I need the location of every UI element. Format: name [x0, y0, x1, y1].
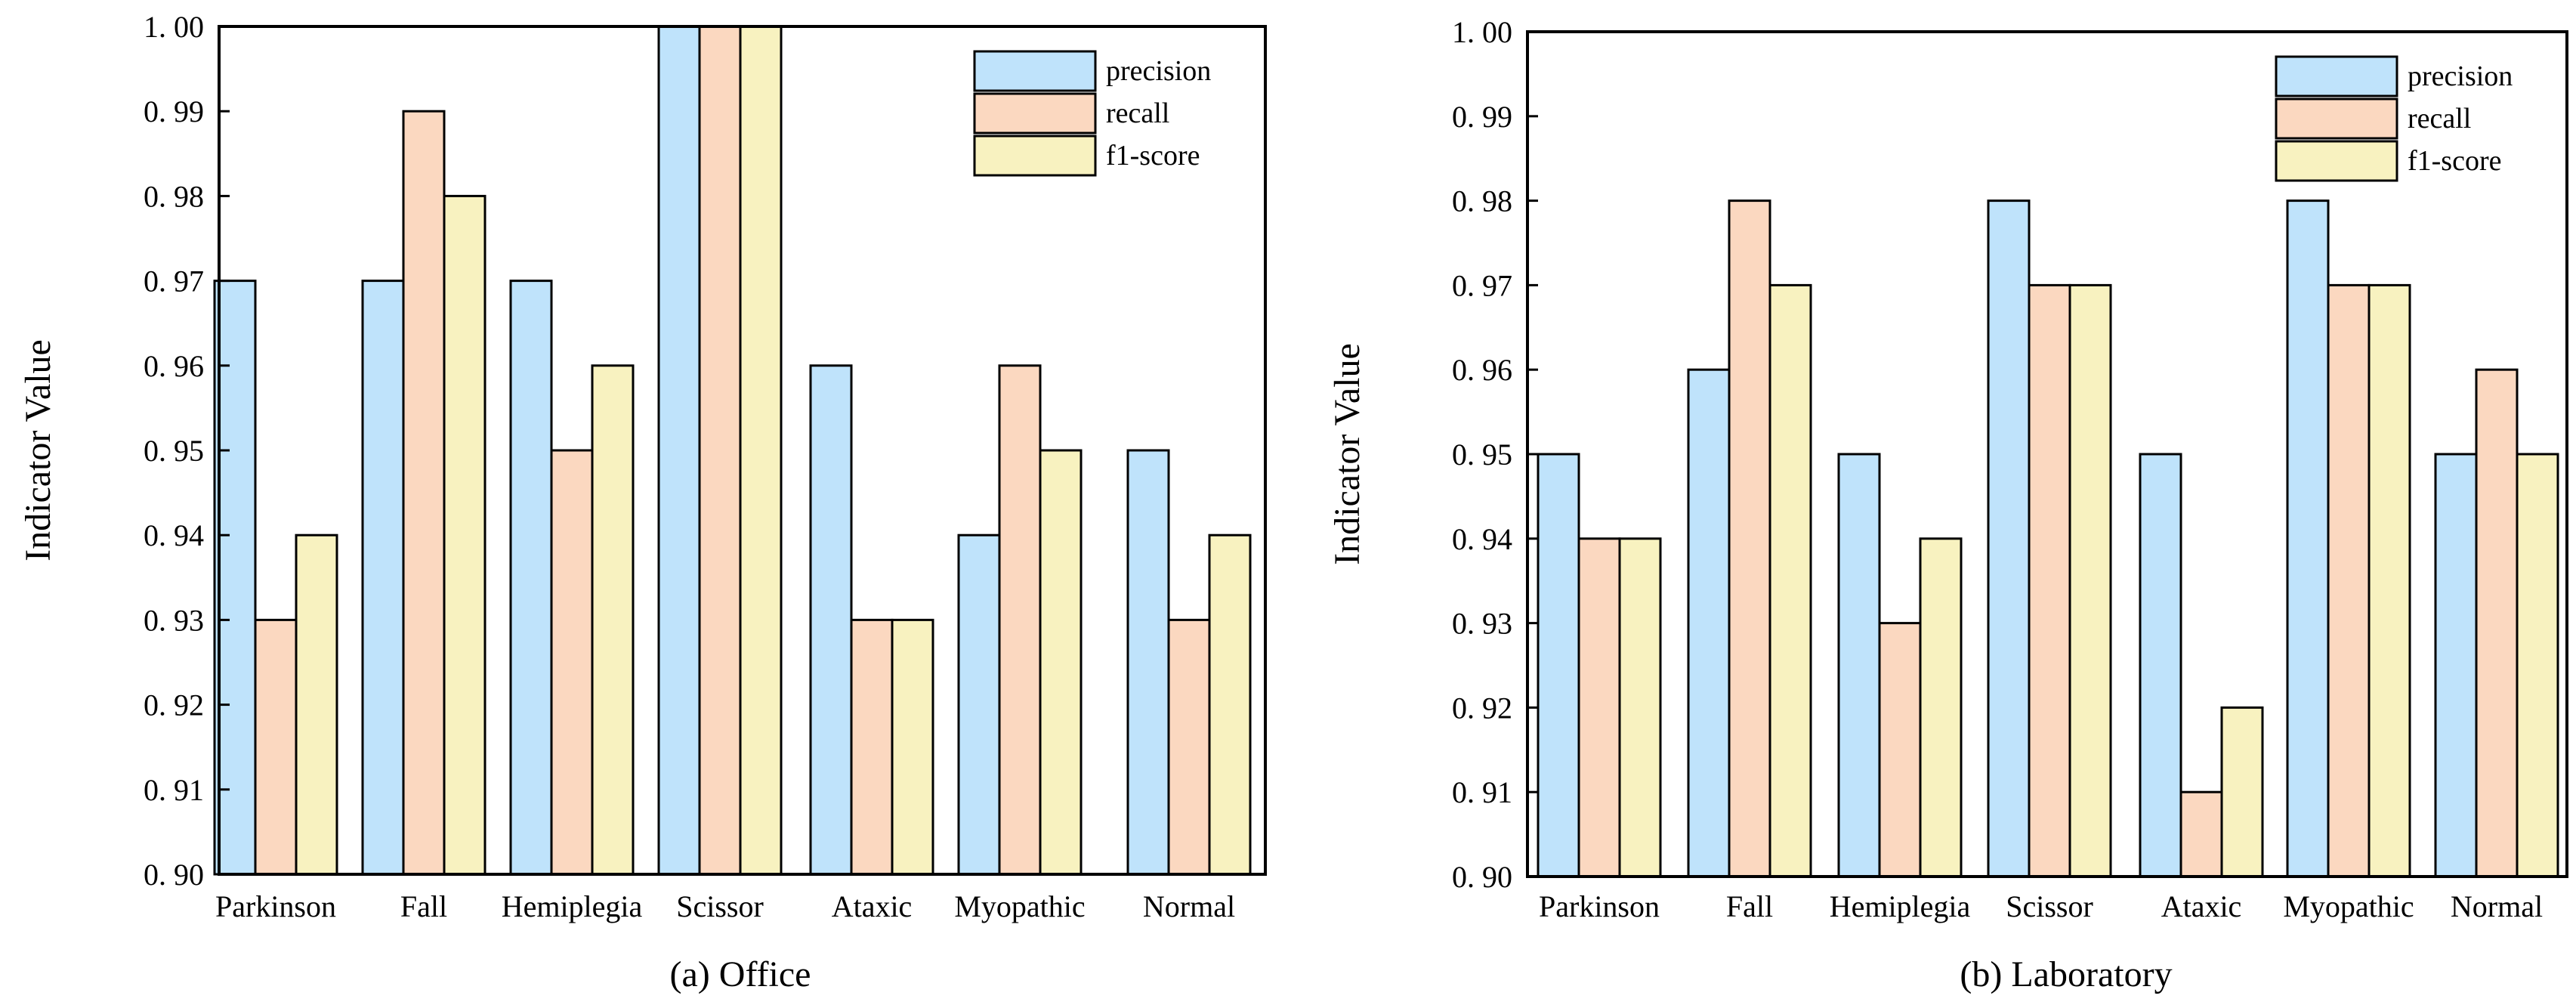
bar-recall-ataxic [850, 618, 894, 876]
x-tick-label: Scissor [676, 889, 764, 923]
y-axis-label: Indicator Value [18, 339, 58, 561]
bar-recall-hemiplegia [550, 449, 594, 876]
x-tick-label: Ataxic [832, 889, 913, 923]
bar-precision-hemiplegia [509, 280, 553, 876]
bar-precision-scissor [657, 25, 701, 876]
x-tick-label: Fall [400, 889, 447, 923]
y-tick-label: 0. 92 [144, 688, 204, 722]
bar-recall-scissor [698, 25, 742, 876]
legend-label: precision [1106, 55, 1211, 87]
legend-swatch-f1-score [973, 135, 1097, 177]
bar-recall-parkinson [1577, 537, 1621, 878]
legend-swatch-precision [973, 50, 1097, 92]
y-tick-label: 0. 96 [144, 349, 204, 383]
y-tick-label: 0. 91 [1452, 775, 1512, 809]
bar-f1-score-parkinson [1618, 537, 1662, 878]
x-tick-label: Fall [1726, 889, 1773, 923]
y-axis-label: Indicator Value [1327, 343, 1367, 565]
y-tick-label: 0. 90 [144, 858, 204, 892]
x-tick-label: Myopathic [2283, 889, 2414, 923]
legend-swatch-precision [2275, 55, 2398, 97]
legend-label: precision [2408, 60, 2513, 92]
x-tick-label: Parkinson [1539, 889, 1660, 923]
bar-f1-score-normal [2516, 453, 2559, 878]
bar-precision-fall [361, 280, 405, 876]
x-tick-label: Scissor [2006, 889, 2093, 923]
bar-precision-myopathic [2286, 199, 2330, 878]
bar-f1-score-scissor [2068, 283, 2112, 878]
bar-recall-ataxic [2179, 790, 2223, 878]
y-tick-label: 0. 90 [1452, 860, 1512, 894]
bar-precision-parkinson [1537, 453, 1580, 878]
bar-f1-score-scissor [739, 25, 783, 876]
y-tick-label: 0. 95 [1452, 438, 1512, 472]
bar-f1-score-fall [443, 194, 486, 876]
bar-f1-score-hemiplegia [1919, 537, 1963, 878]
bar-recall-fall [1728, 199, 1771, 878]
bar-precision-normal [2434, 453, 2478, 878]
x-tick-label: Ataxic [2161, 889, 2242, 923]
y-tick-label: 0. 93 [1452, 607, 1512, 641]
y-tick-label: 0. 95 [144, 434, 204, 468]
bar-precision-parkinson [213, 280, 257, 876]
y-tick-label: 0. 96 [1452, 353, 1512, 387]
x-tick-label: Normal [2451, 889, 2543, 923]
y-tick-label: 0. 99 [1452, 100, 1512, 134]
y-tick-label: 0. 93 [144, 603, 204, 637]
bar-precision-scissor [1987, 199, 2031, 878]
bar-recall-parkinson [254, 618, 298, 876]
y-tick-label: 0. 98 [144, 179, 204, 213]
x-tick-label: Normal [1143, 889, 1235, 923]
y-tick-label: 0. 94 [1452, 522, 1512, 556]
chart-panel-2: 0. 90 0. 91 0. 92 0. 93 0. 94 0. 95 0. 96 0. 97… [1327, 15, 2568, 994]
x-tick-label: Hemiplegia [1830, 889, 1971, 923]
chart-panel-1: 0. 90 0. 91 0. 92 0. 93 0. 94 0. 95 0. 96 0. 97… [18, 10, 1267, 994]
bar-recall-scissor [2028, 283, 2071, 878]
bar-f1-score-parkinson [295, 533, 338, 876]
bar-recall-normal [1167, 618, 1211, 876]
x-tick-label: Hemiplegia [502, 889, 643, 923]
y-tick-label: 1. 00 [1452, 15, 1512, 49]
legend: precision recall f1-score [973, 50, 1211, 177]
bar-f1-score-myopathic [1039, 449, 1083, 876]
legend: precision recall f1-score [2275, 55, 2513, 182]
legend-label: recall [2408, 103, 2471, 135]
legend-label: f1-score [2408, 145, 2501, 177]
y-tick-label: 0. 97 [144, 264, 204, 298]
bar-recall-normal [2475, 368, 2519, 878]
y-tick-label: 0. 97 [1452, 268, 1512, 302]
bar-precision-myopathic [957, 533, 1001, 876]
bar-recall-fall [402, 110, 446, 876]
legend-swatch-recall [2275, 97, 2398, 140]
bar-recall-myopathic [2327, 283, 2371, 878]
bar-precision-ataxic [2139, 453, 2182, 878]
bar-f1-score-ataxic [891, 618, 934, 876]
y-tick-label: 1. 00 [144, 10, 204, 44]
y-tick-label: 0. 94 [144, 518, 204, 552]
y-tick-label: 0. 91 [144, 773, 204, 807]
y-tick-label: 0. 98 [1452, 184, 1512, 218]
bar-f1-score-normal [1208, 533, 1252, 876]
bar-recall-hemiplegia [1878, 622, 1922, 878]
legend-swatch-recall [973, 92, 1097, 135]
bar-precision-fall [1687, 368, 1731, 878]
panel-caption: (b) Laboratory [1960, 954, 2172, 994]
x-tick-label: Parkinson [215, 889, 336, 923]
panel-caption: (a) Office [670, 954, 811, 994]
bar-recall-myopathic [998, 364, 1042, 876]
legend-label: recall [1106, 97, 1169, 129]
y-tick-label: 0. 92 [1452, 691, 1512, 725]
legend-swatch-f1-score [2275, 140, 2398, 182]
bar-f1-score-myopathic [2368, 283, 2411, 878]
bar-f1-score-hemiplegia [591, 364, 635, 876]
bar-precision-ataxic [809, 364, 853, 876]
bar-precision-hemiplegia [1837, 453, 1881, 878]
y-tick-label: 0. 99 [144, 94, 204, 128]
bar-f1-score-ataxic [2220, 706, 2264, 878]
x-tick-label: Myopathic [954, 889, 1085, 923]
bar-precision-normal [1126, 449, 1170, 876]
legend-label: f1-score [1106, 140, 1200, 172]
bar-f1-score-fall [1768, 283, 1812, 878]
